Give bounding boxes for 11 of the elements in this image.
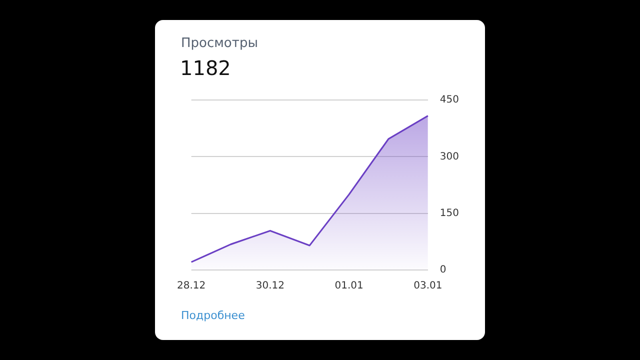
x-tick-label: 30.12 <box>256 280 284 292</box>
x-tick-label: 01.01 <box>334 280 364 292</box>
x-tick-label: 28.12 <box>176 280 206 292</box>
y-tick-label: 0 <box>440 264 446 276</box>
chart-subtitle: 1182 <box>180 56 231 80</box>
y-tick-label: 300 <box>440 151 460 162</box>
y-tick-label: 150 <box>440 208 460 219</box>
chart-title: Просмотры <box>181 36 258 51</box>
x-tick-label: 03.01 <box>414 280 442 292</box>
text: Подробнее <box>181 309 245 322</box>
y-tick-label: 450 <box>440 94 460 106</box>
